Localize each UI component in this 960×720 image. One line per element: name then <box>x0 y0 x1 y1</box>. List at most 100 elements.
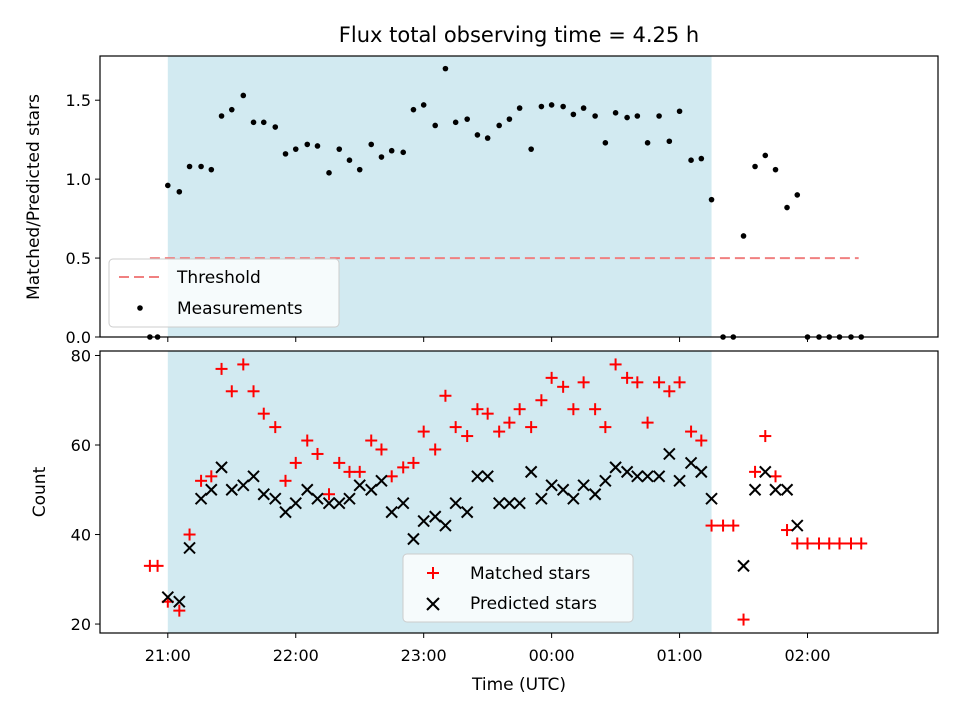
predicted-star-point <box>535 492 548 505</box>
matched-star-point <box>845 537 858 550</box>
predicted-star-stroke-b <box>215 461 228 474</box>
matched-star-point <box>205 470 218 483</box>
predicted-star-stroke-b <box>631 470 644 483</box>
measurement-point <box>538 103 545 110</box>
matched-star-point <box>737 613 750 626</box>
measurement-point <box>580 105 587 111</box>
chart-title: Flux total observing time = 4.25 h <box>339 23 699 47</box>
measurement-point <box>410 106 417 113</box>
measurement-point <box>516 105 523 111</box>
predicted-star-stroke-b <box>322 496 336 510</box>
matched-star-point <box>503 416 516 429</box>
predicted-star-point <box>205 483 218 496</box>
matched-star-point <box>237 358 250 371</box>
predicted-star-point <box>673 474 686 488</box>
matched-star-point <box>215 362 228 375</box>
legend-predicted-swatch <box>426 597 440 611</box>
predicted-star-point <box>161 590 175 604</box>
predicted-star-point <box>279 505 292 519</box>
matched-star-point <box>653 376 666 389</box>
matched-star-point <box>769 470 782 483</box>
predicted-star-point <box>652 470 666 483</box>
predicted-star-stroke-b <box>684 456 698 470</box>
matched-star-point <box>323 488 336 501</box>
matched-star-point <box>439 389 452 402</box>
predicted-star-stroke-b <box>173 595 186 608</box>
measurement-point <box>474 132 481 138</box>
measurement-point <box>228 106 235 113</box>
predicted-star-point <box>513 496 526 510</box>
measurement-point <box>464 116 470 122</box>
predicted-star-stroke-b <box>481 470 494 483</box>
matched-star-point <box>631 376 644 389</box>
matched-star-point <box>151 559 164 572</box>
legend-matched-label: Matched stars <box>470 564 590 584</box>
predicted-star-stroke-b <box>599 474 612 488</box>
top-panel: Flux total observing time = 4.25 h 0.00.… <box>24 23 939 347</box>
bottom-x-tick-label: 21:00 <box>145 646 191 665</box>
predicted-star-stroke-b <box>759 465 772 479</box>
predicted-star-stroke-b <box>417 514 430 528</box>
predicted-star-stroke-b <box>439 519 452 532</box>
predicted-star-point <box>417 514 430 528</box>
predicted-star-point <box>194 492 208 505</box>
measurement-point <box>442 65 449 72</box>
measurement-point <box>656 113 662 119</box>
matched-star-point <box>685 425 698 438</box>
measurement-point <box>260 119 267 126</box>
measurement-point <box>644 140 651 146</box>
measurement-point <box>198 163 204 170</box>
predicted-star-point <box>439 519 452 532</box>
measurement-point <box>740 233 747 239</box>
predicted-star-point <box>599 474 612 488</box>
predicted-star-stroke-b <box>289 496 302 510</box>
measurement-point <box>506 116 513 122</box>
predicted-star-stroke-b <box>567 492 580 505</box>
measurement-point <box>752 163 758 170</box>
matched-star-point <box>343 465 356 478</box>
measurement-point <box>176 188 183 195</box>
measurement-point <box>378 154 385 160</box>
matched-star-point <box>621 371 634 384</box>
matched-star-point <box>375 443 388 456</box>
predicted-star-stroke-b <box>545 479 558 492</box>
matched-star-point <box>599 421 612 434</box>
top-y-tick-label: 1.0 <box>66 170 91 189</box>
matched-star-point <box>481 407 494 420</box>
measurement-point <box>292 146 299 152</box>
matched-star-point <box>577 376 590 389</box>
predicted-star-stroke-b <box>353 479 366 492</box>
bottom-y-tick-label: 80 <box>71 346 91 365</box>
measurement-point <box>634 113 641 119</box>
predicted-star-point <box>503 496 516 510</box>
predicted-star-point <box>620 465 634 479</box>
predicted-star-stroke-b <box>407 532 420 546</box>
bottom-y-tick-label: 20 <box>71 615 91 634</box>
matched-star-point <box>385 470 398 483</box>
predicted-star-stroke-b <box>194 492 208 505</box>
matched-star-point <box>183 528 196 541</box>
matched-star-point <box>589 403 602 416</box>
predicted-star-stroke-b <box>748 483 762 496</box>
matched-star-point <box>461 430 474 443</box>
predicted-star-point <box>269 492 282 505</box>
predicted-star-stroke-b <box>620 465 634 479</box>
predicted-star-point <box>343 492 356 505</box>
measurement-point <box>250 119 257 126</box>
measurement-point <box>336 146 343 152</box>
bottom-x-tick-label: 23:00 <box>401 646 447 665</box>
predicted-star-point <box>183 541 196 555</box>
matched-star-point <box>333 456 346 469</box>
matched-star-point <box>641 416 654 429</box>
predicted-star-stroke-b <box>588 488 602 501</box>
matched-star-point <box>225 385 238 398</box>
predicted-star-point <box>471 470 484 483</box>
predicted-star-point <box>759 465 772 479</box>
matched-star-point <box>365 434 378 447</box>
top-plot-frame <box>99 55 939 338</box>
measurement-point <box>432 122 439 129</box>
matched-star-point <box>525 421 538 434</box>
legend-predicted-label: Predicted stars <box>470 594 597 614</box>
top-y-axis-label: Matched/Predicted stars <box>24 94 44 300</box>
